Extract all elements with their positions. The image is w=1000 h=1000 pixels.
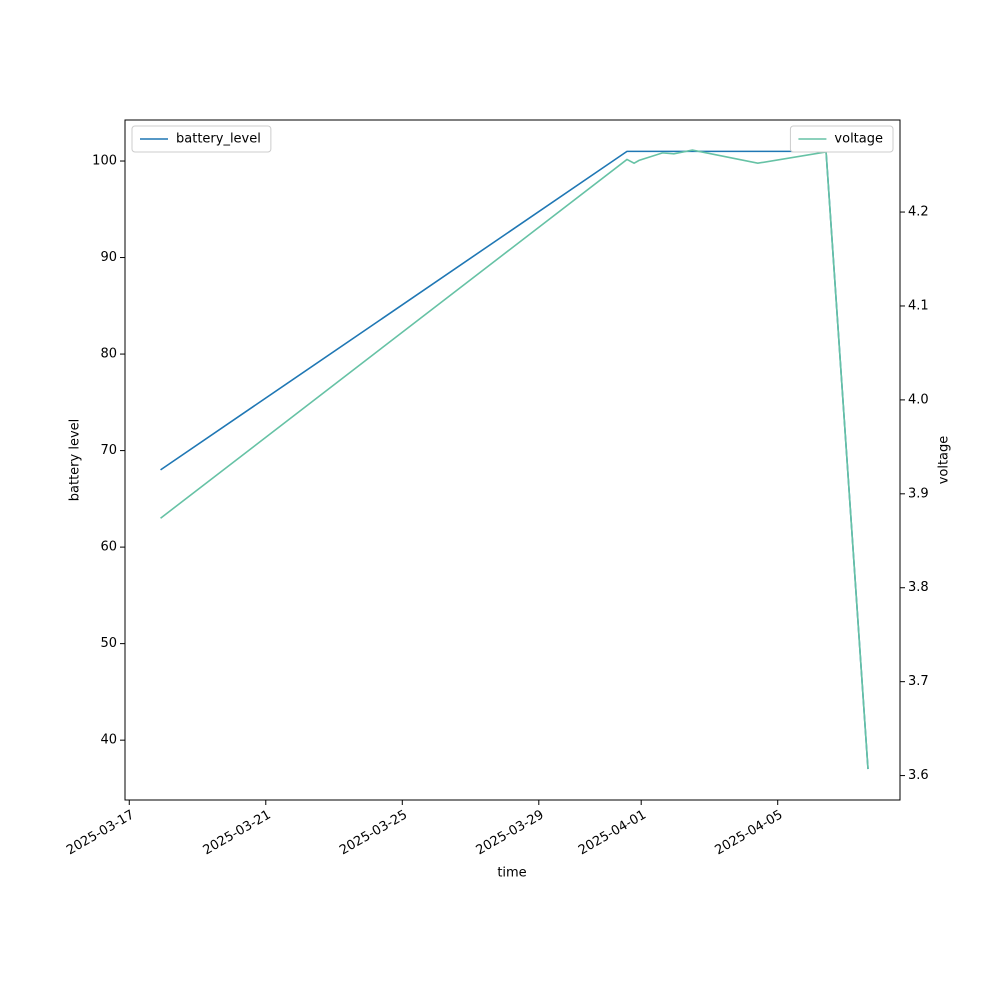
y2-tick-label: 3.7 — [908, 674, 929, 689]
y2-tick-label: 3.6 — [908, 768, 929, 783]
y-tick-label: 40 — [100, 733, 117, 748]
y2-tick-label: 3.8 — [908, 580, 929, 595]
x-tick-label: 2025-03-29 — [474, 808, 547, 859]
series-line — [160, 149, 869, 770]
y-axis-label: battery level — [68, 419, 83, 502]
y2-tick-label: 3.9 — [908, 486, 929, 501]
y2-tick-label: 4.1 — [908, 298, 929, 313]
legend-label: voltage — [834, 132, 883, 147]
x-tick-label: 2025-04-01 — [576, 808, 649, 859]
y2-tick-label: 4.2 — [908, 205, 929, 220]
plot-frame — [124, 119, 901, 801]
legend-label: battery_level — [176, 132, 261, 147]
legend: voltage — [789, 125, 894, 153]
x-tick-label: 2025-03-21 — [201, 808, 274, 859]
x-tick-label: 2025-03-17 — [64, 808, 137, 859]
legend-box — [131, 125, 272, 153]
y2-axis-label: voltage — [937, 436, 952, 485]
x-axis-label: time — [497, 866, 526, 881]
legend: battery_level — [131, 125, 272, 153]
y-tick-label: 70 — [100, 443, 117, 458]
legend-box — [789, 125, 894, 153]
series-line — [160, 150, 869, 770]
x-tick-label: 2025-03-25 — [337, 808, 410, 859]
y-tick-label: 60 — [100, 540, 117, 555]
y-tick-label: 80 — [100, 347, 117, 362]
y2-tick-label: 4.0 — [908, 392, 929, 407]
y-tick-label: 50 — [100, 636, 117, 651]
x-tick-label: 2025-04-05 — [713, 808, 786, 859]
y-tick-label: 100 — [92, 154, 117, 169]
y-tick-label: 90 — [100, 250, 117, 265]
